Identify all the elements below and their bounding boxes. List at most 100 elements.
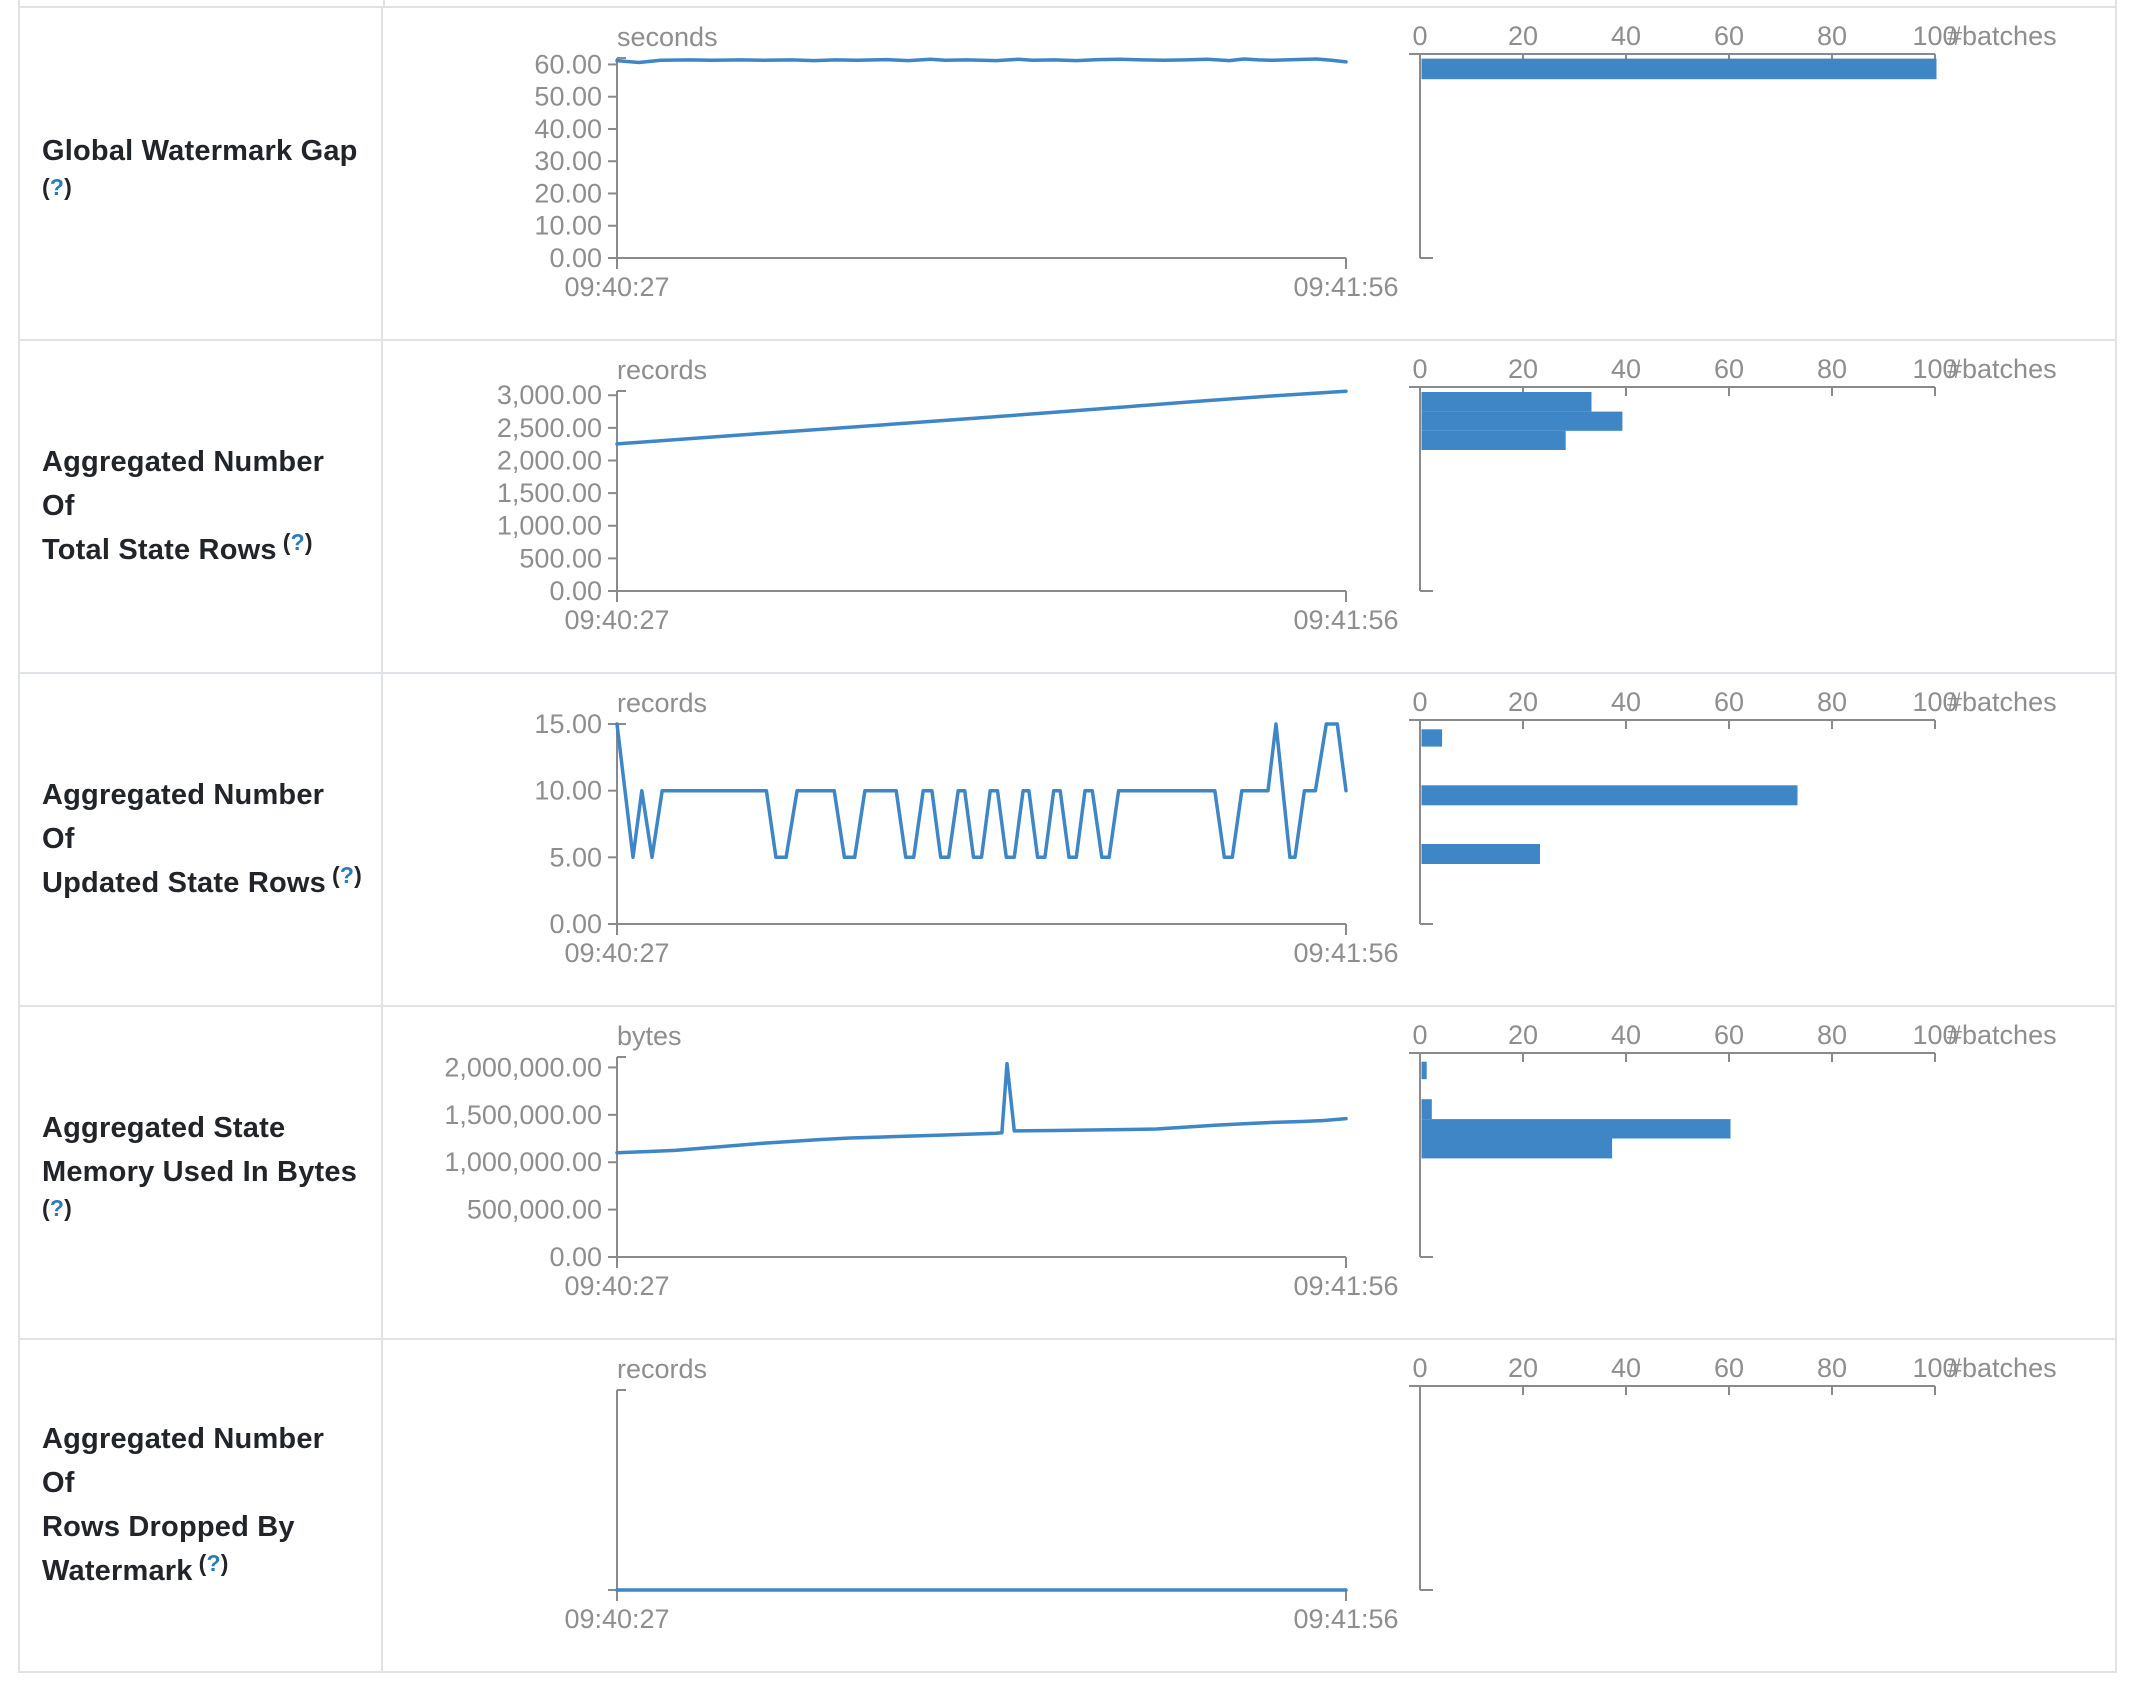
y-tick-label: 10.00 [534,776,602,806]
metric-charts: seconds 0.00 10.00 20.00 30.00 40.00 50.00 60.0… [383,8,2115,339]
y-tick-label: 50.00 [534,82,602,112]
histogram-tick-label: 40 [1611,687,1641,717]
histogram-bar [1421,1099,1432,1120]
timeline-data-line [615,722,1348,860]
histogram-bar [1421,392,1592,412]
timeline-and-histogram-chart: records 0.00500.001,000.001,500.002,000.0… [497,354,2057,635]
y-tick-label: 10.00 [534,211,602,241]
help-question-icon: ? [49,1195,65,1221]
y-tick-label: 0.00 [549,1242,602,1272]
histogram-bar [1421,411,1623,431]
histogram-bar [1421,729,1443,747]
timeline-data-line [615,389,1348,446]
batches-axis-label: #batches [1947,21,2057,51]
batches-axis-label: #batches [1947,1020,2057,1050]
metric-label: Global Watermark Gap (?) [20,8,383,339]
metric-title-help-line: (?) [42,1194,363,1239]
histogram-tick-label: 20 [1508,1020,1538,1050]
help-question-icon: ? [290,529,305,555]
metric-label: Aggregated Number Of Updated State Rows (?… [20,674,383,1005]
metric-label: Aggregated Number Of Rows Dropped By Water… [20,1340,383,1671]
histogram-tick-label: 60 [1714,1020,1744,1050]
x-end-time-label: 09:41:56 [1293,938,1398,968]
help-link[interactable]: (?) [282,529,313,555]
timeline-chart: records 0.00500.001,000.001,500.002,000.0… [497,355,1399,635]
histogram-tick-label: 80 [1817,354,1847,384]
metric-row: Global Watermark Gap (?) seconds 0.00 10.00… [20,8,2115,341]
histogram-tick-label: 100 [1912,687,1957,717]
help-link[interactable]: (?) [42,1195,72,1221]
metric-row: Aggregated Number Of Total State Rows (?) … [20,341,2115,674]
timeline-and-histogram-chart: seconds 0.0010.0020.0030.0040.0050.0060.0… [534,21,2057,302]
metric-title-line: Memory Used In Bytes [42,1156,358,1188]
y-tick-label: 2,000,000.00 [444,1052,602,1082]
histogram-bar [1421,1119,1731,1139]
y-tick-label: 1,000.00 [497,511,602,541]
histogram-tick-label: 0 [1412,687,1427,717]
timeline-data-line [615,1061,1348,1155]
help-question-icon: ? [206,1550,221,1576]
metric-title-line: Aggregated State [42,1112,286,1144]
metric-label: Aggregated State Memory Used In Bytes (?) [20,1007,383,1338]
batches-axis-label: #batches [1947,687,2057,717]
help-question-icon: ? [49,174,65,200]
metric-row: Aggregated Number Of Updated State Rows (?… [20,674,2115,1007]
histogram-tick-label: 40 [1611,1353,1641,1383]
histogram-tick-label: 0 [1412,21,1427,51]
histogram-tick-label: 60 [1714,21,1744,51]
histogram-chart: 0 20 40 60 80 100#batches [1409,21,2057,259]
x-end-time-label: 09:41:56 [1293,1271,1398,1301]
statistics-table: Global Watermark Gap (?) seconds 0.00 10.00… [18,0,2117,1673]
metric-charts: records 0.00 5.00 10.00 15.00 09:40:27 09:41:5… [383,674,2115,1005]
y-tick-label: 1,000,000.00 [444,1147,602,1177]
metric-title-help-line: (?) [42,173,363,218]
histogram-bar [1421,1061,1427,1080]
unit-label: records [617,1354,707,1384]
metric-title-line: Global Watermark Gap [42,135,358,167]
histogram-bar [1421,1138,1613,1159]
histogram-tick-label: 80 [1817,1353,1847,1383]
histogram-tick-label: 20 [1508,687,1538,717]
y-tick-label: 500.00 [519,543,602,573]
help-link[interactable]: (?) [331,862,362,888]
histogram-tick-label: 40 [1611,354,1641,384]
y-tick-label: 0.00 [549,243,602,273]
histogram-tick-label: 80 [1817,1020,1847,1050]
metric-title-line: Rows Dropped By [42,1511,295,1543]
unit-label: records [617,355,707,385]
table-top-edge [20,0,2115,8]
histogram-tick-label: 100 [1912,1353,1957,1383]
histogram-tick-label: 40 [1611,1020,1641,1050]
histogram-tick-label: 80 [1817,687,1847,717]
histogram-tick-label: 20 [1508,354,1538,384]
histogram-chart: 0 20 40 60 80 100#batches [1409,687,2057,925]
histogram-chart: 0 20 40 60 80 100#batches [1409,1353,2057,1591]
x-start-time-label: 09:40:27 [564,938,669,968]
timeline-and-histogram-chart: records 0.00 5.00 10.00 15.00 09:40:27 09:41:5… [534,687,2057,968]
x-start-time-label: 09:40:27 [564,272,669,302]
x-end-time-label: 09:41:56 [1293,605,1398,635]
histogram-bar [1421,430,1566,450]
metric-title-line: Aggregated Number Of [42,446,325,522]
y-tick-label: 2,500.00 [497,413,602,443]
y-tick-label: 1,500,000.00 [444,1100,602,1130]
y-tick-label: 30.00 [534,146,602,176]
histogram-bar [1421,785,1798,806]
histogram-chart: 0 20 40 60 80 100#batches [1409,1020,2057,1258]
y-tick-label: 3,000.00 [497,380,602,410]
histogram-bar [1421,844,1540,864]
y-tick-label: 500,000.00 [467,1195,602,1225]
y-tick-label: 1,500.00 [497,478,602,508]
histogram-tick-label: 60 [1714,354,1744,384]
histogram-tick-label: 0 [1412,1020,1427,1050]
metric-title-line: Aggregated Number Of [42,1423,325,1499]
histogram-tick-label: 60 [1714,1353,1744,1383]
x-start-time-label: 09:40:27 [564,605,669,635]
batches-axis-label: #batches [1947,1353,2057,1383]
histogram-tick-label: 80 [1817,21,1847,51]
help-link[interactable]: (?) [198,1550,229,1576]
histogram-tick-label: 100 [1912,354,1957,384]
help-question-icon: ? [339,862,355,888]
y-tick-label: 15.00 [534,709,602,739]
help-link[interactable]: (?) [42,174,72,200]
